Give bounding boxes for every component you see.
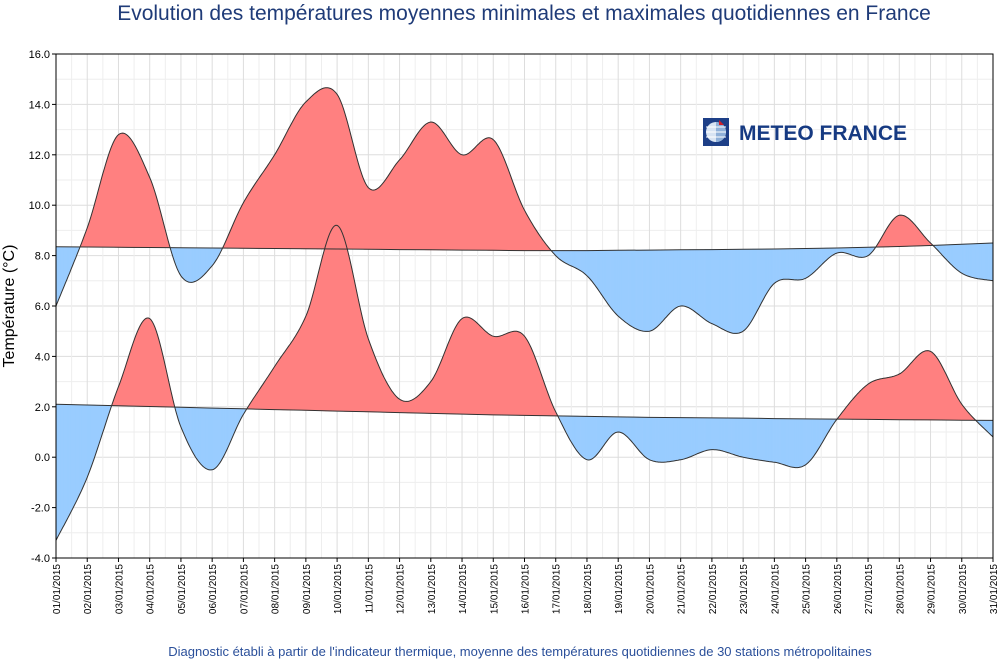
x-tick-label: 31/01/2015 <box>989 564 1000 614</box>
plot-area <box>55 53 994 559</box>
y-tick-label: 2.0 <box>35 402 50 414</box>
x-tick-label: 23/01/2015 <box>739 564 750 614</box>
x-tick-label: 02/01/2015 <box>83 564 94 614</box>
x-tick-label: 15/01/2015 <box>489 564 500 614</box>
x-tick-label: 25/01/2015 <box>802 564 813 614</box>
y-tick-label: 4.0 <box>35 351 50 363</box>
x-tick-label: 20/01/2015 <box>645 564 656 614</box>
y-tick-label: 12.0 <box>29 150 50 162</box>
x-tick-label: 12/01/2015 <box>396 564 407 614</box>
x-tick-label: 28/01/2015 <box>895 564 906 614</box>
series-lines <box>55 87 994 541</box>
x-tick-label: 06/01/2015 <box>208 564 219 614</box>
x-tick-label: 27/01/2015 <box>864 564 875 614</box>
meteo-france-logo: METEO FRANCE <box>703 118 907 146</box>
tmax-normal-line <box>55 242 994 252</box>
y-tick-label: -2.0 <box>31 503 50 515</box>
x-tick-label: 08/01/2015 <box>271 564 282 614</box>
y-tick-label: 8.0 <box>35 251 50 263</box>
x-tick-label: 14/01/2015 <box>458 564 469 614</box>
x-tick-label: 26/01/2015 <box>833 564 844 614</box>
x-tick-label: 21/01/2015 <box>677 564 688 614</box>
x-tick-label: 05/01/2015 <box>177 564 188 614</box>
x-tick-label: 29/01/2015 <box>927 564 938 614</box>
tmax-series-line <box>55 87 994 334</box>
y-tick-label: 6.0 <box>35 301 50 313</box>
globe-icon <box>703 118 729 146</box>
x-tick-label: 18/01/2015 <box>583 564 594 614</box>
x-tick-label: 24/01/2015 <box>770 564 781 614</box>
chart-title: Evolution des températures moyennes mini… <box>117 2 931 25</box>
x-tick-label: 11/01/2015 <box>364 564 375 614</box>
y-tick-label: 14.0 <box>29 99 50 111</box>
x-axis: 01/01/2015 02/01/2015 03/01/2015 04/01/2015… <box>52 558 1000 614</box>
y-axis: -4.0 -2.0 0.0 2.0 4.0 6.0 8.0 10.0 12.0 14.0 16.0 <box>29 49 56 565</box>
y-tick-label: 10.0 <box>29 200 50 212</box>
y-tick-label: 0.0 <box>35 452 50 464</box>
x-tick-label: 22/01/2015 <box>708 564 719 614</box>
x-tick-label: 13/01/2015 <box>427 564 438 614</box>
grid <box>55 53 994 559</box>
x-tick-label: 16/01/2015 <box>521 564 532 614</box>
y-axis-label: Température (°C) <box>1 245 18 368</box>
footnote: Diagnostic établi à partir de l'indicate… <box>168 644 872 659</box>
x-tick-label: 10/01/2015 <box>333 564 344 614</box>
x-tick-label: 19/01/2015 <box>614 564 625 614</box>
x-tick-label: 17/01/2015 <box>552 564 563 614</box>
x-tick-label: 30/01/2015 <box>958 564 969 614</box>
tmin-normal-line <box>55 403 994 421</box>
x-tick-label: 09/01/2015 <box>302 564 313 614</box>
y-tick-label: -4.0 <box>31 553 50 565</box>
x-tick-label: 01/01/2015 <box>52 564 63 614</box>
x-tick-label: 07/01/2015 <box>239 564 250 614</box>
x-tick-label: 03/01/2015 <box>114 564 125 614</box>
x-tick-label: 04/01/2015 <box>146 564 157 614</box>
logo-text: METEO FRANCE <box>739 122 907 145</box>
y-tick-label: 16.0 <box>29 49 50 61</box>
